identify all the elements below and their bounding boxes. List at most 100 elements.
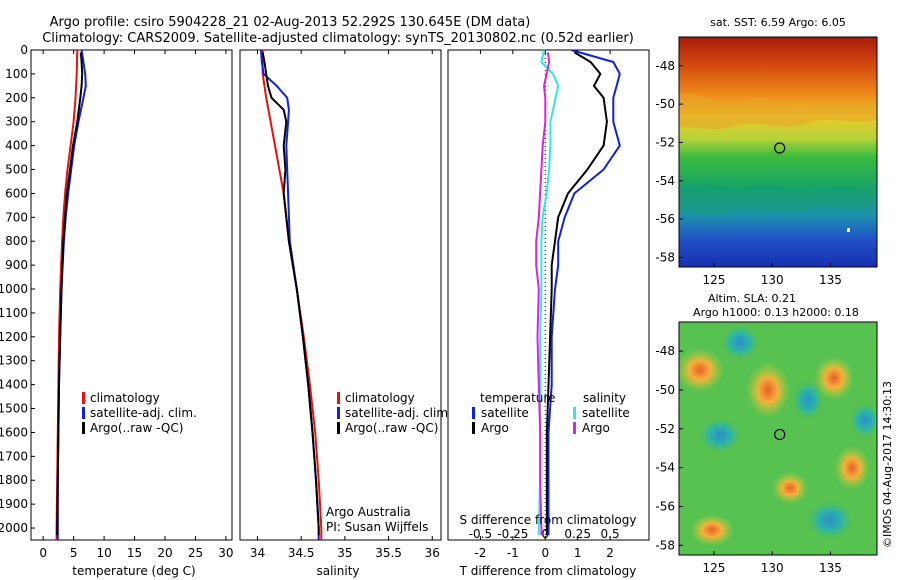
legend-swatch-temp-satellite (472, 407, 475, 419)
legend-label-climatology: climatology (90, 391, 160, 405)
s-difference-tick-label: 0.25 (564, 527, 591, 541)
sla-map-title-line2: Argo h1000: 0.13 h2000: 0.18 (693, 306, 859, 319)
difference-legend: temperature salinity satellite Argo sate… (472, 391, 630, 435)
latitude-tick-label: -48 (655, 59, 675, 73)
sst-map-title: sat. SST: 6.59 Argo: 6.05 (710, 16, 846, 29)
latitude-tick-label: -56 (655, 499, 675, 513)
temperature-panel: 0100200300400500600700800900100011001200… (0, 43, 234, 578)
sst-map-panel: sat. SST: 6.59 Argo: 6.05 125 130 135 -48 -5… (655, 16, 878, 287)
difference-line-temperature-satellite (547, 50, 621, 536)
depth-tick-label: 400 (5, 139, 28, 153)
sst-map-axes: 125 130 135 -48 -50 -52 -54 -56 -58 (655, 59, 841, 287)
difference-tick-label: 1 (574, 546, 582, 560)
depth-tick-label: 1700 (0, 449, 28, 463)
legend-title-salinity: salinity (583, 391, 626, 405)
depth-tick-label: 900 (5, 258, 28, 272)
legend-label-climatology: climatology (345, 391, 415, 405)
sst-missing-pixel (847, 228, 850, 232)
depth-tick-label: 300 (5, 115, 28, 129)
sla-eddy-warm (814, 356, 854, 400)
s-difference-tick-label: -0.25 (497, 527, 528, 541)
sla-eddy-cool (698, 417, 742, 453)
figure-title-line1: Argo profile: csiro 5904228_21 02-Aug-20… (50, 15, 531, 30)
latitude-tick-label: -54 (655, 461, 675, 475)
depth-tick-label: 2000 (0, 521, 28, 535)
temperature-legend: climatology satellite-adj. clim. Argo(..… (82, 391, 197, 435)
legend-label-sal-satellite: satellite (582, 406, 630, 420)
temperature-tick-label: 10 (96, 546, 111, 560)
legend-label-sal-argo: Argo (582, 421, 610, 435)
depth-tick-label: 100 (5, 67, 28, 81)
sla-map-axes: 125 130 135 -48 -50 -52 -54 -56 -58 (655, 344, 841, 575)
longitude-tick-label: 135 (819, 561, 842, 575)
difference-tick-label: 0 (541, 546, 549, 560)
sla-eddy-cool (849, 402, 877, 438)
depth-tick-label: 1200 (0, 330, 28, 344)
sst-map-frame (678, 36, 878, 268)
latitude-tick-label: -52 (655, 422, 675, 436)
depth-tick-label: 1400 (0, 378, 28, 392)
difference-tick-label: -2 (474, 546, 486, 560)
temperature-tick-label: 0 (39, 546, 47, 560)
legend-swatch-satellite (337, 407, 340, 419)
longitude-tick-label: 135 (819, 273, 842, 287)
depth-tick-label: 1800 (0, 473, 28, 487)
legend-swatch-argo (337, 422, 340, 434)
legend-label-temp-argo: Argo (481, 421, 509, 435)
latitude-tick-label: -58 (655, 250, 675, 264)
legend-swatch-satellite (82, 407, 85, 419)
legend-swatch-climatology (82, 392, 85, 404)
depth-tick-label: 600 (5, 186, 28, 200)
latitude-tick-label: -48 (655, 344, 675, 358)
sla-eddy-cool (720, 324, 760, 360)
legend-label-argo: Argo(..raw -QC) (345, 421, 438, 435)
salinity-tick-label: 35.5 (375, 546, 402, 560)
depth-tick-label: 1900 (0, 497, 28, 511)
legend-swatch-temp-argo (472, 422, 475, 434)
latitude-tick-label: -56 (655, 212, 675, 226)
temperature-axis-label: temperature (deg C) (72, 564, 195, 578)
legend-swatch-sal-satellite (573, 407, 576, 419)
depth-tick-label: 1000 (0, 282, 28, 296)
temperature-tick-label: 30 (218, 546, 233, 560)
salinity-tick-label: 34.5 (288, 546, 315, 560)
longitude-tick-label: 130 (761, 273, 784, 287)
salinity-line-argo-raw-qc (261, 52, 320, 536)
temperature-series (55, 50, 87, 540)
s-difference-tick-label: 0.5 (601, 527, 620, 541)
sst-field (679, 37, 877, 267)
temperature-tick-label: 20 (157, 546, 172, 560)
longitude-tick-label: 125 (702, 273, 725, 287)
longitude-tick-label: 125 (702, 561, 725, 575)
difference-panel: -2 -1 0 1 2 -0.5 -0.25 0 0.25 0.5 S difference fr… (447, 49, 650, 578)
depth-tick-label: 1100 (0, 306, 28, 320)
difference-tick-label: 2 (606, 546, 614, 560)
difference-series (535, 50, 621, 536)
depth-tick-label: 500 (5, 163, 28, 177)
legend-label-temp-satellite: satellite (481, 406, 529, 420)
depth-tick-label: 1600 (0, 425, 28, 439)
longitude-tick-label: 130 (761, 561, 784, 575)
temperature-tick-label: 5 (70, 546, 78, 560)
depth-axis: 0 100 200 300 400 500 600 700 800 900 1000 1100 1200… (0, 43, 35, 535)
figure-title-line2: Climatology: CARS2009. Satellite-adjuste… (42, 31, 634, 46)
legend-swatch-argo (82, 422, 85, 434)
s-difference-tick-label: 0 (541, 527, 549, 541)
salinity-legend: climatology satellite-adj. clim. Argo(..… (337, 391, 452, 435)
temperature-x-axis: 0 5 10 15 20 25 30 (39, 50, 234, 560)
sla-eddy-warm (690, 514, 734, 546)
sla-map-title-line1: Altim. SLA: 0.21 (708, 292, 796, 305)
difference-axes: -2 -1 0 1 2 -0.5 -0.25 0 0.25 0.5 (469, 50, 620, 560)
imos-credit: ©IMOS 04-Aug-2017 14:30:13 (881, 381, 894, 548)
latitude-tick-label: -50 (655, 97, 675, 111)
temperature-line-argo-raw-qc (56, 52, 84, 536)
s-difference-label: S difference from climatology (460, 513, 637, 527)
pi-label: PI: Susan Wijffels (326, 520, 428, 534)
sla-eddy-cool (806, 500, 854, 540)
legend-title-temperature: temperature (480, 391, 555, 405)
temperature-axes-frame (30, 49, 233, 541)
difference-line-salinity-argo (535, 52, 551, 536)
sla-eddy-warm (834, 446, 870, 490)
sla-eddy-cool (792, 380, 824, 420)
